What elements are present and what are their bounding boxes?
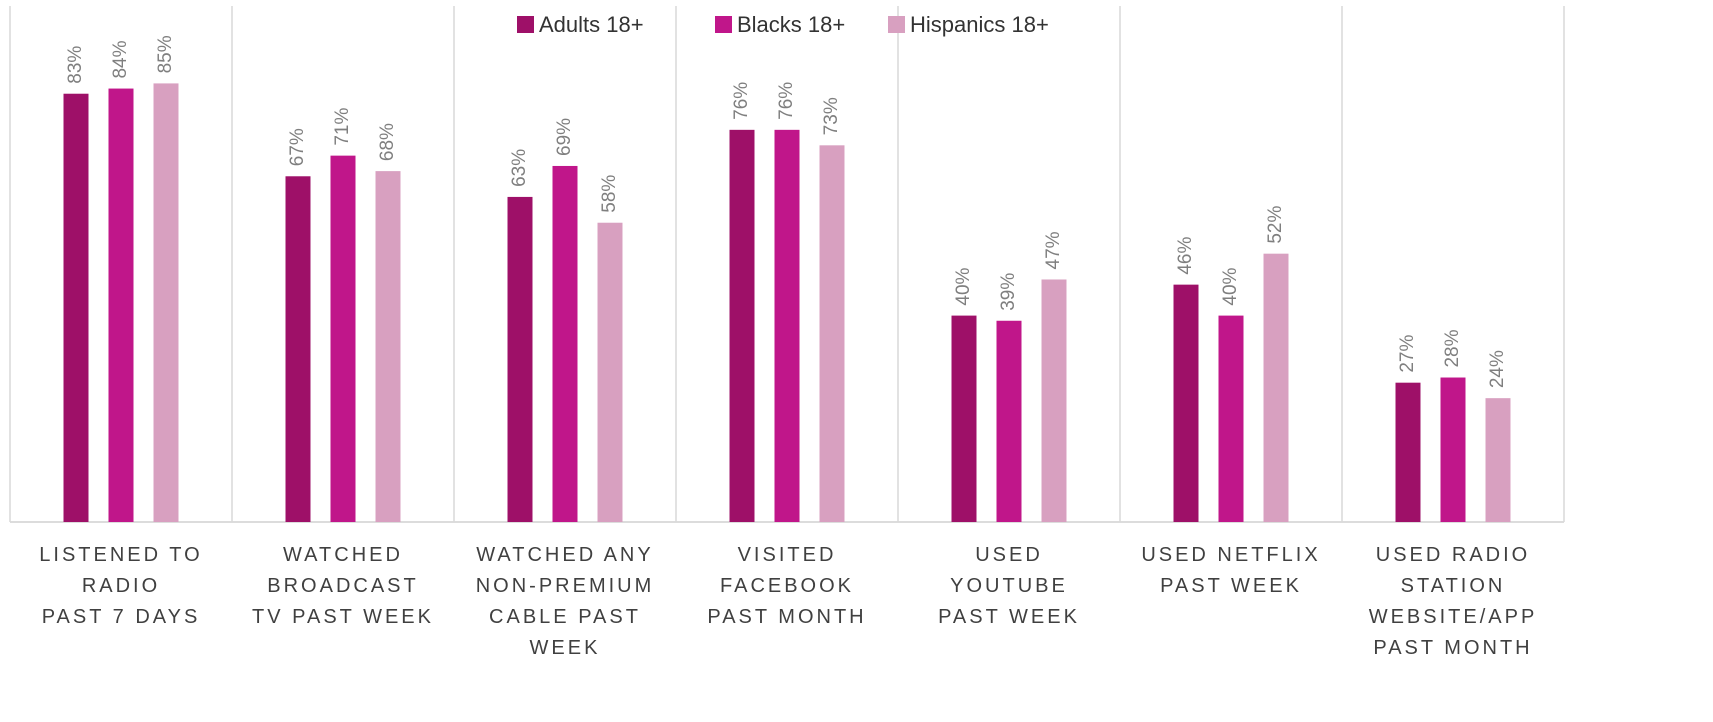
x-tick-label: LISTENED TO RADIO PAST 7 DAYS <box>39 544 203 628</box>
bar <box>375 171 401 522</box>
bar <box>330 155 356 522</box>
x-tick-label: USED NETFLIX PAST WEEK <box>1141 544 1321 597</box>
bar <box>153 83 179 523</box>
legend-swatch <box>888 16 905 33</box>
data-label: 40% <box>953 267 974 305</box>
data-label: 85% <box>155 35 176 73</box>
legend-swatch <box>715 16 732 33</box>
legend-label: Hispanics 18+ <box>910 12 1049 37</box>
data-label: 47% <box>1043 231 1064 269</box>
data-label: 73% <box>821 97 842 135</box>
bar <box>1440 377 1466 522</box>
data-label: 46% <box>1175 237 1196 275</box>
data-label: 28% <box>1442 329 1463 367</box>
data-label: 39% <box>998 273 1019 311</box>
x-tick-label: WATCHED BROADCAST TV PAST WEEK <box>252 544 434 628</box>
legend-label: Blacks 18+ <box>737 12 845 37</box>
legend-swatch <box>517 16 534 33</box>
legend-label: Adults 18+ <box>539 12 644 37</box>
data-label: 84% <box>110 40 131 78</box>
bar <box>285 176 311 522</box>
bar <box>1263 253 1289 522</box>
data-label: 76% <box>776 82 797 120</box>
data-label: 24% <box>1487 350 1508 388</box>
bar <box>819 145 845 522</box>
bar <box>108 88 134 522</box>
data-label: 63% <box>509 149 530 187</box>
x-tick-label: USED RADIO STATION WEBSITE/APP PAST MONT… <box>1368 544 1538 659</box>
data-label: 83% <box>65 46 86 84</box>
x-tick-label: USED YOUTUBE PAST WEEK <box>938 544 1080 628</box>
bar <box>552 165 578 522</box>
bar <box>1218 315 1244 522</box>
data-label: 52% <box>1265 206 1286 244</box>
bar <box>729 129 755 522</box>
bar <box>1041 279 1067 522</box>
data-label: 40% <box>1220 267 1241 305</box>
data-label: 68% <box>377 123 398 161</box>
bar <box>1395 382 1421 522</box>
x-tick-label: WATCHED ANY NON-PREMIUM CABLE PAST WEEK <box>475 544 655 659</box>
bar <box>996 320 1022 522</box>
data-label: 71% <box>332 108 353 146</box>
bar <box>951 315 977 522</box>
bar <box>597 222 623 522</box>
x-tick-label: VISITED FACEBOOK PAST MONTH <box>707 544 867 628</box>
bar <box>63 93 89 522</box>
bar <box>507 196 533 523</box>
bar <box>1173 284 1199 522</box>
data-label: 58% <box>599 175 620 213</box>
data-label: 67% <box>287 128 308 166</box>
data-label: 27% <box>1397 335 1418 373</box>
bar <box>1485 398 1511 522</box>
data-label: 69% <box>554 118 575 156</box>
data-label: 76% <box>731 82 752 120</box>
bar <box>774 129 800 522</box>
